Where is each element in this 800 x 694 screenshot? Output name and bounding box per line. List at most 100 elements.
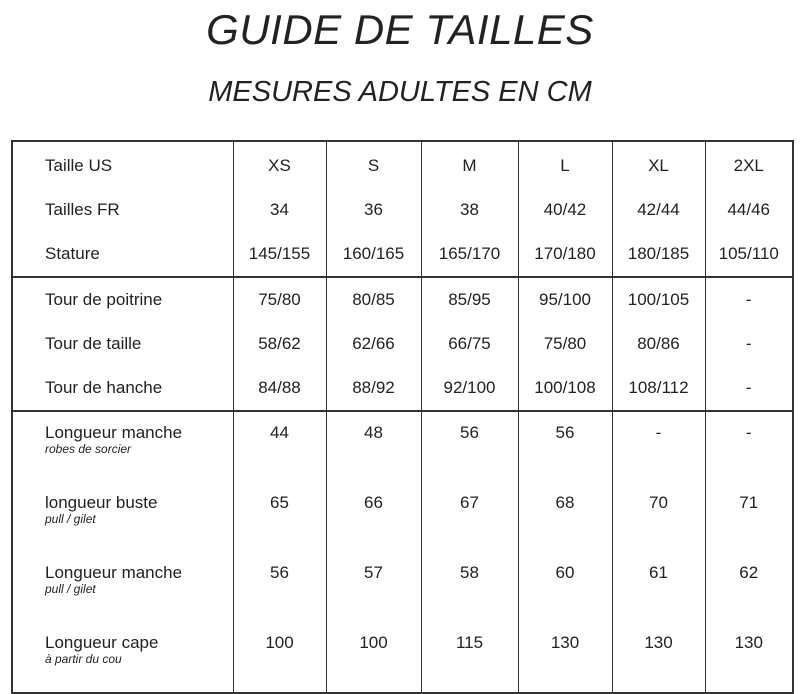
table-cell: 56 xyxy=(420,410,519,482)
table-cell: 38 xyxy=(420,188,519,232)
table-cell: 105/110 xyxy=(704,232,794,277)
table-cell: L xyxy=(517,141,613,188)
row-label-cell: Tailles FR xyxy=(11,188,234,232)
table-cell: 44/46 xyxy=(704,188,794,232)
table-row: Tour de taille 58/62 62/66 66/75 75/80 80/86- xyxy=(11,322,794,366)
table-cell: 80/86 xyxy=(611,322,706,366)
table-cell: 56 xyxy=(232,552,327,622)
table-cell: 36 xyxy=(325,188,422,232)
table-cell: 62 xyxy=(704,552,794,622)
table-cell: 75/80 xyxy=(232,276,327,322)
table-cell: 130 xyxy=(517,622,613,693)
row-note: pull / gilet xyxy=(45,582,96,596)
row-label-cell: Tour de taille xyxy=(11,322,234,366)
table-cell: 84/88 xyxy=(232,366,327,411)
row-label: longueur buste xyxy=(45,493,158,512)
row-label: Taille US xyxy=(45,156,113,175)
table-row: longueur buste pull / gilet 65 66 67 68 70 71 xyxy=(11,482,794,552)
table-cell: - xyxy=(611,410,706,482)
table-cell: XL xyxy=(611,141,706,188)
table-cell: 130 xyxy=(611,622,706,693)
row-label-cell: Longueur cape à partir du cou xyxy=(11,622,234,693)
row-label: Tour de hanche xyxy=(45,378,163,397)
page-subtitle: MESURES ADULTES EN CM xyxy=(208,76,592,108)
table-row: Longueur manche pull / gilet 56 57 58 60 61 62 xyxy=(11,552,794,622)
table-cell: XS xyxy=(232,141,327,188)
table-cell: 100 xyxy=(232,622,327,693)
table-cell: 170/180 xyxy=(517,232,613,277)
table-cell: 62/66 xyxy=(325,322,422,366)
table-cell: 48 xyxy=(325,410,422,482)
table-cell: - xyxy=(704,322,794,366)
table-cell: 61 xyxy=(611,552,706,622)
table-row: Tour de poitrine 75/80 80/85 85/95 95/100 100… xyxy=(11,276,794,322)
table-cell: 100 xyxy=(325,622,422,693)
table-cell: 34 xyxy=(232,188,327,232)
size-chart-table: Taille US XS S M L XL 2XL Tailles FR 34 36 38 40/42… xyxy=(11,140,794,694)
table-cell: 130 xyxy=(704,622,794,693)
row-label-cell: Tour de poitrine xyxy=(11,276,234,322)
table-cell: 85/95 xyxy=(420,276,519,322)
row-note: robes de sorcier xyxy=(45,442,132,456)
table-cell: 108/112 xyxy=(611,366,706,411)
table-row: Longueur cape à partir du cou 100 100 115 130… xyxy=(11,622,794,693)
table-cell: 66 xyxy=(325,482,422,552)
row-label-cell: Longueur manche robes de sorcier xyxy=(11,410,234,482)
row-label: Longueur manche xyxy=(45,423,183,442)
table-cell: - xyxy=(704,410,794,482)
table-cell: - xyxy=(704,276,794,322)
row-note: à partir du cou xyxy=(45,652,122,666)
table-cell: 42/44 xyxy=(611,188,706,232)
size-group: Taille US XS S M L XL 2XL Tailles FR 34 36 38 40/42… xyxy=(11,141,794,277)
table-cell: 57 xyxy=(325,552,422,622)
body-measurements-group: Tour de poitrine 75/80 80/85 85/95 95/100 100… xyxy=(11,276,794,411)
table-cell: M xyxy=(420,141,519,188)
row-label: Tour de taille xyxy=(45,334,142,353)
table-cell: 75/80 xyxy=(517,322,613,366)
table-cell: 160/165 xyxy=(325,232,422,277)
table-cell: 58/62 xyxy=(232,322,327,366)
table-cell: 40/42 xyxy=(517,188,613,232)
table-cell: 67 xyxy=(420,482,519,552)
row-label: Longueur manche xyxy=(45,563,183,582)
table-row: Tour de hanche 84/88 88/92 92/100 100/108 108… xyxy=(11,366,794,411)
row-label: Stature xyxy=(45,244,100,263)
table-cell: 180/185 xyxy=(611,232,706,277)
row-label-cell: Tour de hanche xyxy=(11,366,234,411)
table-cell: 66/75 xyxy=(420,322,519,366)
row-label-cell: longueur buste pull / gilet xyxy=(11,482,234,552)
table-cell: 88/92 xyxy=(325,366,422,411)
table-cell: 115 xyxy=(420,622,519,693)
table-cell: 44 xyxy=(232,410,327,482)
row-label: Tour de poitrine xyxy=(45,290,163,309)
table-cell: - xyxy=(704,366,794,411)
page-title: GUIDE DE TAILLES xyxy=(206,6,594,53)
table-cell: 95/100 xyxy=(517,276,613,322)
row-label: Longueur cape xyxy=(45,633,159,652)
table-cell: 145/155 xyxy=(232,232,327,277)
row-note: pull / gilet xyxy=(45,512,96,526)
table-cell: 58 xyxy=(420,552,519,622)
table-row: Longueur manche robes de sorcier 44 48 56 56-… xyxy=(11,410,794,482)
table-row: Tailles FR 34 36 38 40/42 42/44 44/46 xyxy=(11,188,794,232)
table-cell: 70 xyxy=(611,482,706,552)
row-label-cell: Stature xyxy=(11,232,234,277)
table-row: Taille US XS S M L XL 2XL xyxy=(11,141,794,188)
table-cell: 65 xyxy=(232,482,327,552)
table-cell: 60 xyxy=(517,552,613,622)
table-cell: 2XL xyxy=(704,141,794,188)
row-label-cell: Taille US xyxy=(11,141,234,188)
table-cell: 92/100 xyxy=(420,366,519,411)
table-cell: 100/105 xyxy=(611,276,706,322)
garment-lengths-group: Longueur manche robes de sorcier 44 48 56 56-… xyxy=(11,410,794,693)
row-label-cell: Longueur manche pull / gilet xyxy=(11,552,234,622)
table-row: Stature 145/155 160/165 165/170 170/180 180/1… xyxy=(11,232,794,277)
table-cell: 80/85 xyxy=(325,276,422,322)
table-cell: 71 xyxy=(704,482,794,552)
row-label: Tailles FR xyxy=(45,200,120,219)
table-cell: 100/108 xyxy=(517,366,613,411)
table-cell: 68 xyxy=(517,482,613,552)
table-cell: 56 xyxy=(517,410,613,482)
table-cell: 165/170 xyxy=(420,232,519,277)
table-cell: S xyxy=(325,141,422,188)
